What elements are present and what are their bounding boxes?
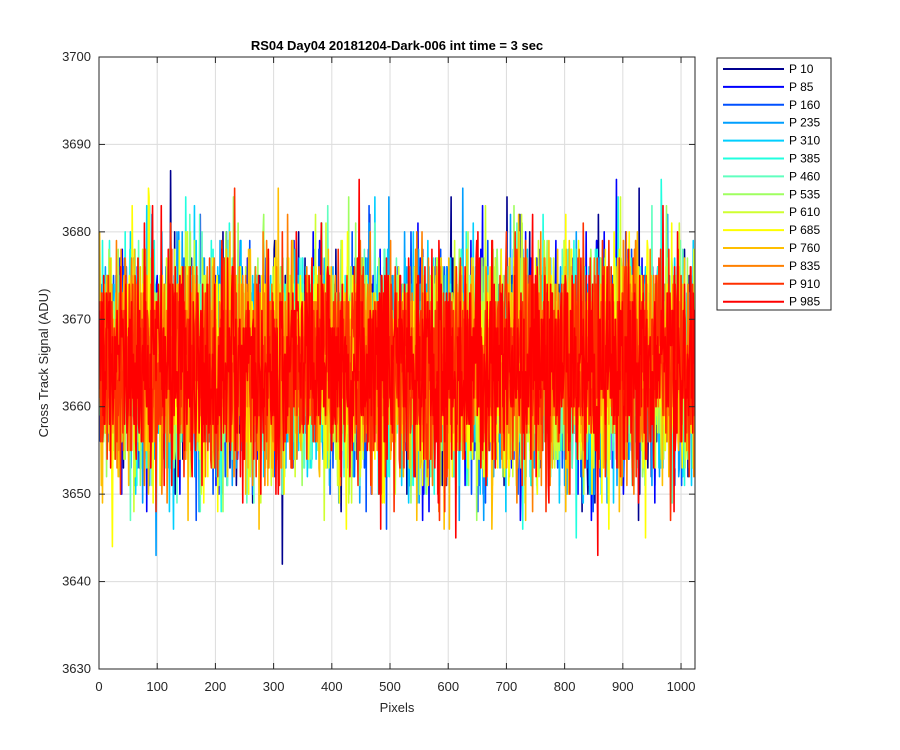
y-tick-label: 3660 <box>62 399 91 414</box>
y-tick-label: 3650 <box>62 486 91 501</box>
y-tick-labels: 3630 3640 3650 3660 3670 3680 3690 3700 <box>62 49 91 676</box>
x-tick-label: 300 <box>263 679 285 694</box>
x-axis-label: Pixels <box>380 700 415 715</box>
x-tick-labels: 0 100 200 300 400 500 600 700 800 900 1000 <box>95 679 695 694</box>
x-tick-label: 0 <box>95 679 102 694</box>
y-axis-label: Cross Track Signal (ADU) <box>36 289 51 438</box>
x-tick-label: 100 <box>146 679 168 694</box>
chart-title: RS04 Day04 20181204-Dark-006 int time = … <box>251 38 543 53</box>
legend-label: P 310 <box>789 134 820 148</box>
legend-label: P 910 <box>789 277 820 291</box>
x-tick-label: 700 <box>496 679 518 694</box>
y-tick-label: 3640 <box>62 574 91 589</box>
legend-label: P 10 <box>789 62 814 76</box>
legend-label: P 160 <box>789 98 820 112</box>
legend-label: P 460 <box>789 169 820 183</box>
plot-border <box>98 56 696 670</box>
y-tick-label: 3670 <box>62 311 91 326</box>
y-tick-label: 3630 <box>62 661 91 676</box>
legend: P 10 P 85 P 160 P 235 P 310 P 385 P 460 P 535 P … <box>716 57 832 311</box>
y-tick-label: 3690 <box>62 136 91 151</box>
x-tick-label: 400 <box>321 679 343 694</box>
x-tick-label: 600 <box>437 679 459 694</box>
legend-label: P 610 <box>789 205 820 219</box>
x-tick-label: 800 <box>554 679 576 694</box>
series-line-p985 <box>99 178 695 557</box>
legend-label: P 385 <box>789 152 820 166</box>
legend-label: P 685 <box>789 223 820 237</box>
legend-label: P 535 <box>789 187 820 201</box>
y-tick-label: 3680 <box>62 224 91 239</box>
legend-label: P 985 <box>789 295 820 309</box>
series-layer <box>99 169 695 565</box>
axis-ticks <box>98 56 695 670</box>
x-tick-label: 500 <box>379 679 401 694</box>
legend-label: P 760 <box>789 241 820 255</box>
legend-label: P 85 <box>789 80 814 94</box>
y-tick-label: 3700 <box>62 49 91 64</box>
x-tick-label: 200 <box>205 679 227 694</box>
legend-label: P 235 <box>789 116 820 130</box>
legend-box <box>716 57 832 311</box>
legend-label: P 835 <box>789 259 820 273</box>
x-tick-label: 1000 <box>667 679 696 694</box>
x-tick-label: 900 <box>612 679 634 694</box>
